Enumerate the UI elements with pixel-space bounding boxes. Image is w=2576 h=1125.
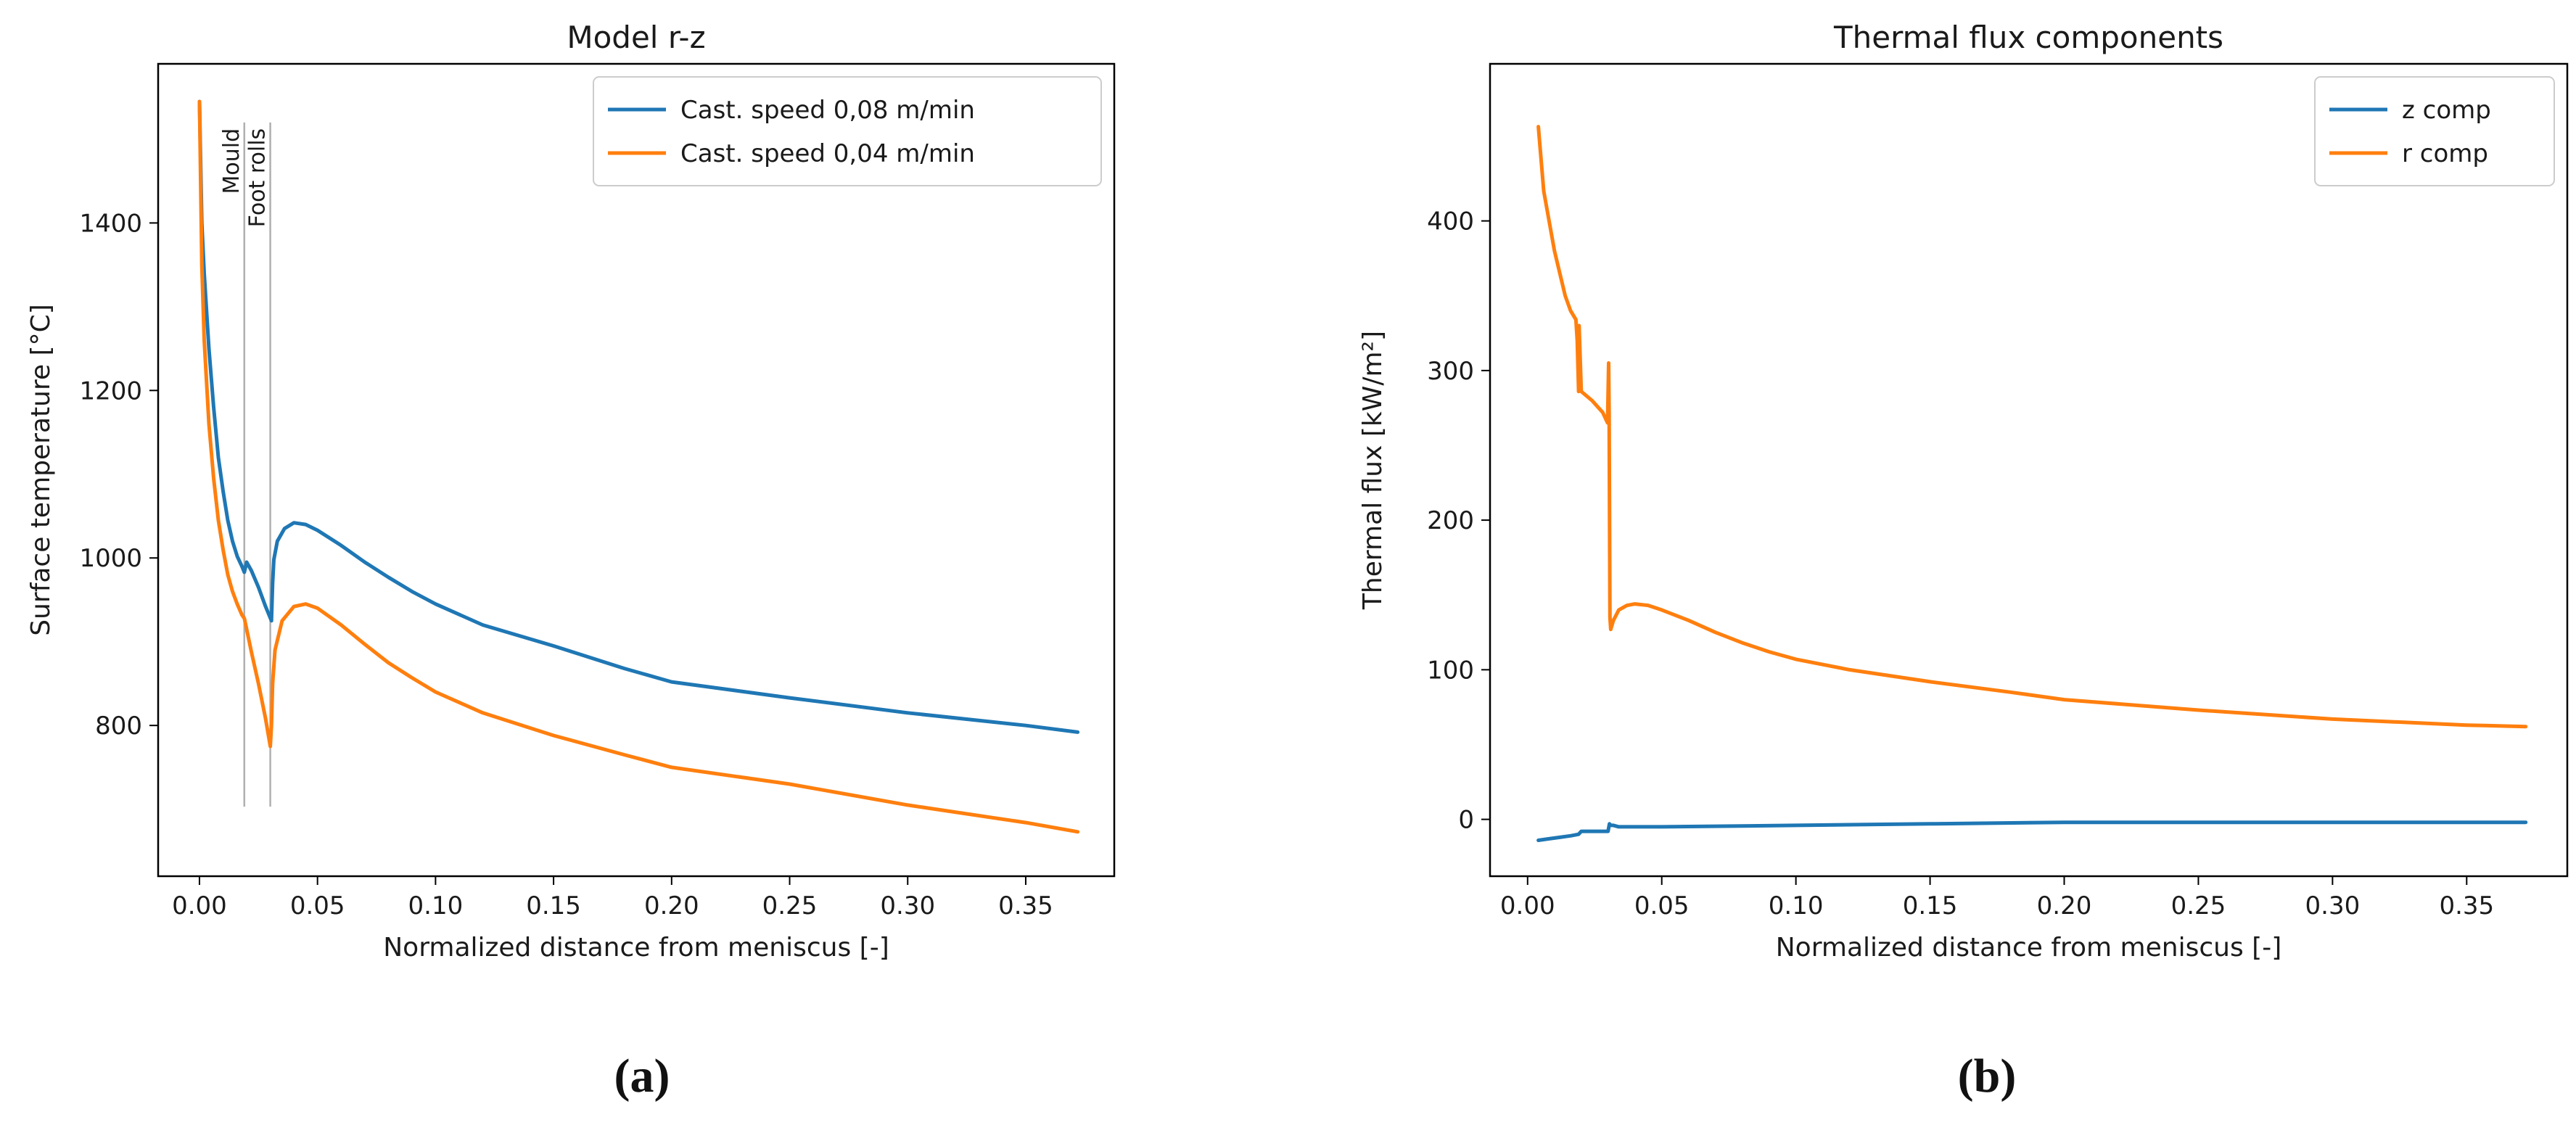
x-tick-label: 0.20: [644, 891, 699, 920]
x-tick-label: 0.05: [1634, 891, 1690, 920]
x-tick-label: 0.05: [290, 891, 345, 920]
y-tick-label: 400: [1427, 207, 1474, 236]
x-tick-label: 0.35: [998, 891, 1053, 920]
x-tick-label: 0.10: [1769, 891, 1824, 920]
legend: Cast. speed 0,08 m/min Cast. speed 0,04 m…: [593, 76, 1102, 186]
chart-title: Thermal flux components: [1833, 20, 2223, 55]
series-line-2: [1536, 125, 2528, 729]
vline-label: Foot rolls: [245, 128, 271, 228]
x-axis-ticks: 0.00 0.05 0.10 0.15 0.20 0.25 0.30 0.35: [1500, 876, 2494, 920]
y-tick-label: 1200: [79, 376, 142, 405]
x-tick-label: 0.15: [526, 891, 581, 920]
y-axis-label: Surface temperature [°C]: [26, 304, 56, 636]
series-lines: [1536, 125, 2528, 842]
y-tick-label: 100: [1427, 656, 1474, 685]
x-tick-label: 0.10: [408, 891, 464, 920]
caption-a: (a): [614, 1050, 670, 1103]
caption-b: (b): [1958, 1050, 2017, 1103]
plot-frame: [1489, 62, 2569, 878]
x-tick-label: 0.00: [172, 891, 227, 920]
y-axis-label: Thermal flux [kW/m²]: [1358, 331, 1388, 610]
x-axis-ticks: 0.00 0.05 0.10 0.15 0.20 0.25 0.30 0.35: [172, 876, 1053, 920]
legend-box: [2314, 76, 2555, 186]
y-tick-label: 300: [1427, 357, 1474, 386]
legend: z comp r comp: [2314, 76, 2555, 186]
x-tick-label: 0.30: [2305, 891, 2361, 920]
legend-box: [593, 76, 1102, 186]
y-tick-label: 800: [95, 712, 142, 741]
series-lines: [197, 99, 1080, 834]
y-tick-label: 200: [1427, 506, 1474, 535]
x-axis-label: Normalized distance from meniscus [-]: [383, 933, 889, 963]
x-tick-label: 0.20: [2037, 891, 2092, 920]
x-tick-label: 0.15: [1903, 891, 1958, 920]
chart-temperature: Model r-z Mould Foot rolls 0.00 0.05 0.10 0.…: [26, 20, 1116, 963]
chart-title: Model r-z: [567, 20, 705, 55]
vertical-markers: Mould Foot rolls: [219, 122, 271, 807]
y-tick-label: 1400: [79, 209, 142, 238]
chart-thermal-flux: Thermal flux components 0.00 0.05 0.10 0.15…: [1358, 20, 2569, 963]
y-axis-ticks: 0 100 200 300 400: [1427, 207, 1490, 835]
legend-label: Cast. speed 0,08 m/min: [680, 96, 975, 125]
y-tick-label: 1000: [79, 544, 142, 573]
x-tick-label: 0.35: [2439, 891, 2494, 920]
series-line-2: [197, 99, 1080, 834]
x-axis-label: Normalized distance from meniscus [-]: [1776, 933, 2281, 963]
x-tick-label: 0.30: [880, 891, 935, 920]
x-tick-label: 0.00: [1500, 891, 1555, 920]
vline-label: Mould: [219, 128, 244, 194]
legend-label: z comp: [2402, 96, 2491, 125]
series-line-1: [197, 99, 1080, 734]
y-tick-label: 0: [1458, 806, 1474, 835]
plot-frame: [157, 62, 1116, 878]
y-axis-ticks: 800 1000 1200 1400: [79, 209, 158, 741]
series-line-1: [1536, 820, 2528, 842]
x-tick-label: 0.25: [2171, 891, 2226, 920]
x-tick-label: 0.25: [762, 891, 818, 920]
legend-label: Cast. speed 0,04 m/min: [680, 139, 975, 168]
legend-label: r comp: [2402, 139, 2488, 168]
